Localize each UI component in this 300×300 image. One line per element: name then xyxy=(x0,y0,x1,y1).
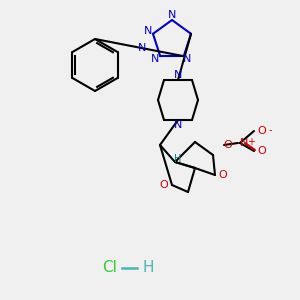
Text: N: N xyxy=(183,54,191,64)
Text: O: O xyxy=(258,146,266,156)
Text: O: O xyxy=(160,180,168,190)
Text: N: N xyxy=(168,10,176,20)
Text: N: N xyxy=(174,70,182,80)
Text: -: - xyxy=(268,125,272,135)
Text: N: N xyxy=(240,138,248,148)
Text: Cl: Cl xyxy=(103,260,117,275)
Text: N: N xyxy=(174,120,182,130)
Text: O: O xyxy=(224,140,232,150)
Text: H: H xyxy=(142,260,154,275)
Text: N: N xyxy=(144,26,152,36)
Text: O: O xyxy=(258,126,266,136)
Text: O: O xyxy=(219,170,227,180)
Text: N: N xyxy=(138,43,147,52)
Text: N: N xyxy=(151,54,159,64)
Text: +: + xyxy=(247,137,255,147)
Text: H: H xyxy=(174,154,182,164)
